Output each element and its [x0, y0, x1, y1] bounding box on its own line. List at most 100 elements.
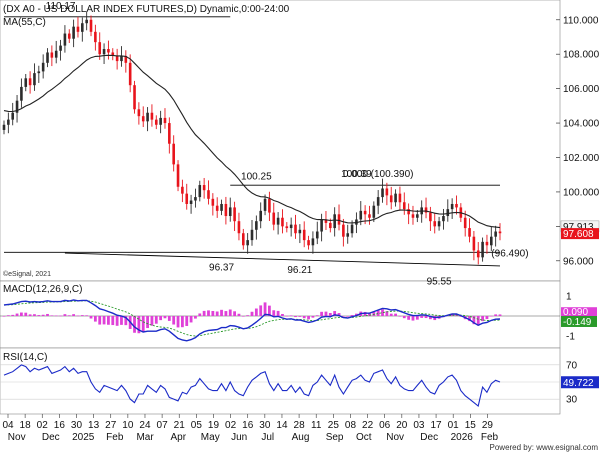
date-tick-label: 01: [448, 420, 460, 431]
macd-histogram-bar: [363, 311, 367, 316]
candle-body: [237, 221, 241, 234]
macd-histogram-bar: [389, 313, 393, 316]
macd-histogram-bar: [346, 316, 350, 317]
candle-body: [246, 240, 249, 246]
candle-body: [181, 186, 184, 194]
macd-histogram-bar: [350, 315, 354, 316]
macd-histogram-bar: [59, 315, 62, 317]
candle-body: [59, 45, 62, 51]
macd-histogram-bar: [28, 314, 32, 316]
price-annotation: 0.000 (100.390): [343, 169, 414, 180]
rsi-value-label: 49.722: [563, 378, 594, 389]
price-panel-frame: [0, 0, 561, 282]
candle-body: [259, 210, 263, 222]
month-label: May: [201, 432, 220, 443]
macd-value-box: [561, 315, 597, 327]
macd-histogram-bar: [450, 313, 454, 316]
date-tick-label: 27: [105, 420, 117, 431]
macd-histogram-bar: [6, 315, 10, 316]
price-annotation: (96.490): [491, 248, 528, 259]
candle-body: [67, 33, 71, 39]
macd-histogram-bar: [341, 316, 345, 317]
candle-body: [402, 202, 406, 210]
candle-body: [320, 219, 323, 232]
rsi-line: [3, 364, 501, 407]
macd-tick-label: 1: [566, 292, 572, 303]
month-label: Dec: [420, 432, 438, 443]
macd-histogram-bar: [468, 316, 471, 322]
macd-histogram-bar: [93, 316, 97, 322]
macd-histogram-bar: [381, 309, 384, 316]
candle-body: [28, 78, 32, 86]
macd-histogram-bar: [146, 316, 149, 329]
candle-body: [168, 123, 171, 144]
candle-body: [241, 233, 245, 246]
macd-histogram-bar: [180, 316, 184, 328]
candle-body: [272, 212, 276, 225]
chart-title: (DX A0 - US DOLLAR INDEX FUTURES,D) Dyna…: [3, 4, 290, 15]
macd-histogram-bar: [294, 316, 297, 318]
candle-body: [50, 52, 54, 58]
month-label: Dec: [42, 432, 60, 443]
candle-body: [298, 229, 302, 234]
date-tick-label: 07: [157, 420, 169, 431]
macd-histogram-bar: [372, 311, 376, 316]
macd-histogram-bar: [489, 315, 493, 317]
candle-body: [20, 86, 23, 101]
rsi-value-box: [561, 376, 599, 389]
candle-body: [385, 188, 389, 196]
date-tick-label: 21: [174, 420, 186, 431]
candle-body: [437, 221, 441, 227]
candle-body: [372, 205, 376, 218]
macd-histogram-bar: [154, 316, 158, 324]
candle-body: [481, 241, 484, 258]
month-label: 2025: [72, 432, 95, 443]
candle-body: [324, 219, 328, 223]
macd-histogram-bar: [250, 311, 254, 316]
macd-label: MACD(12,26,9,C): [3, 284, 82, 295]
macd-histogram-bar: [298, 316, 302, 317]
macd-histogram-bar: [185, 316, 189, 326]
macd-plot: 0.090-0.149: [2, 299, 597, 342]
candle-body: [54, 50, 58, 58]
candle-body: [250, 229, 254, 241]
date-tick-label: 22: [362, 420, 374, 431]
date-tick-label: 24: [139, 420, 151, 431]
candle-body: [120, 55, 123, 62]
macd-histogram-bar: [63, 314, 67, 316]
month-label: Apr: [171, 432, 187, 443]
macd-histogram-bar: [224, 311, 228, 316]
macd-histogram-bar: [133, 316, 136, 333]
macd-histogram-bar: [268, 305, 271, 316]
macd-histogram-bar: [368, 312, 371, 316]
macd-histogram-bar: [237, 313, 241, 316]
candle-body: [146, 112, 149, 122]
macd-panel-frame: [0, 280, 561, 349]
candle-body: [2, 124, 6, 130]
macd-histogram-bar: [150, 316, 154, 326]
candle-body: [363, 210, 367, 215]
macd-histogram-bar: [102, 316, 106, 325]
candle-body: [446, 209, 450, 217]
macd-histogram-bar: [15, 313, 19, 316]
macd-histogram-bar: [228, 309, 232, 316]
macd-histogram-bar: [37, 315, 41, 316]
trend-line-support-line: [64, 252, 501, 267]
macd-histogram-bar: [481, 316, 484, 322]
macd-histogram-bar: [289, 315, 293, 317]
candle-body: [376, 197, 380, 206]
candle-body: [94, 31, 97, 43]
date-tick-label: 25: [328, 420, 340, 431]
candle-body: [215, 205, 219, 211]
macd-histogram-bar: [246, 315, 250, 316]
macd-histogram-bar: [233, 311, 236, 316]
macd-histogram-bar: [137, 316, 141, 334]
month-label: Nov: [386, 432, 404, 443]
candle-body: [337, 214, 341, 225]
candle-body: [37, 71, 41, 74]
macd-histogram-bar: [302, 316, 306, 319]
date-tick-label: 29: [482, 420, 494, 431]
macd-histogram-bar: [337, 313, 341, 316]
ma-55-line: [3, 54, 501, 229]
